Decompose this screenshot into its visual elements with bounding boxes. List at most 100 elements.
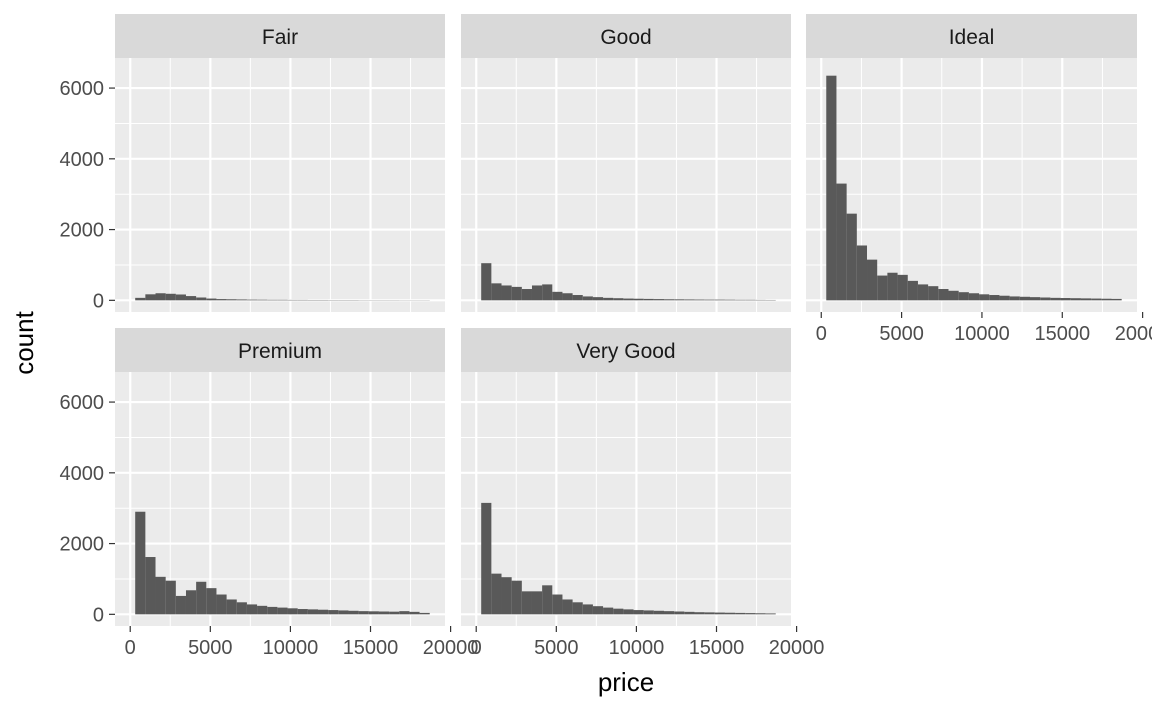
histogram-bar: [1040, 297, 1051, 301]
histogram-bar: [552, 291, 563, 301]
histogram-bar: [684, 299, 695, 301]
histogram-bar: [1080, 298, 1092, 301]
y-axis-title: count: [9, 310, 39, 374]
histogram-bar: [511, 286, 522, 301]
histogram-bar: [643, 610, 654, 615]
histogram-bar: [257, 605, 268, 615]
histogram-bar: [938, 289, 949, 301]
histogram-bar: [155, 293, 166, 301]
histogram-bar: [826, 75, 837, 301]
histogram-bar: [318, 609, 329, 615]
histogram-bar: [694, 299, 705, 301]
histogram-bar: [1111, 298, 1122, 301]
histogram-bar: [592, 606, 604, 615]
histogram-bar: [226, 299, 237, 301]
histogram-bar: [592, 297, 604, 301]
histogram-bar: [714, 612, 725, 615]
histogram-bar: [389, 611, 400, 615]
histogram-bar: [745, 299, 756, 301]
histogram-bar: [216, 299, 227, 301]
histogram-bar: [928, 286, 939, 301]
histogram-bar: [582, 296, 593, 301]
histogram-bar: [958, 292, 969, 301]
histogram-bar: [623, 298, 634, 301]
histogram-bar: [491, 573, 502, 615]
y-tick-label: 6000: [60, 78, 105, 100]
histogram-bar: [979, 294, 990, 301]
x-tick-label: 15000: [689, 637, 745, 659]
histogram-bar: [664, 299, 675, 301]
histogram-bar: [877, 275, 888, 301]
histogram-bar: [633, 298, 644, 301]
histogram-bar: [552, 594, 563, 615]
histogram-bar: [1101, 298, 1112, 301]
histogram-bar: [328, 610, 339, 615]
histogram-bar: [175, 595, 186, 615]
histogram-bar: [358, 611, 369, 615]
histogram-bar: [643, 298, 654, 301]
histogram-bar: [287, 608, 298, 615]
histogram-bar: [145, 294, 156, 301]
histogram-bar: [867, 259, 878, 301]
facet-strip-label: Fair: [262, 26, 298, 49]
panel-background: [461, 58, 791, 312]
histogram-bar: [196, 581, 207, 615]
histogram-bar: [948, 290, 959, 301]
histogram-bar: [338, 610, 349, 615]
x-tick-label: 20000: [423, 637, 479, 659]
histogram-bar: [135, 297, 146, 301]
histogram-bar: [246, 299, 258, 301]
histogram-bar: [277, 607, 288, 615]
y-tick-label: 2000: [60, 534, 105, 556]
histogram-bar: [257, 299, 268, 301]
y-tick-label: 0: [93, 290, 104, 312]
histogram-bar: [1060, 298, 1071, 301]
histogram-bar: [562, 293, 573, 301]
histogram-bar: [409, 611, 420, 615]
histogram-bar: [277, 299, 288, 301]
facet-strip: [461, 328, 791, 372]
histogram-bar: [735, 612, 746, 615]
histogram-bar: [1070, 298, 1081, 301]
facet-strip: [461, 14, 791, 58]
histogram-bar: [165, 293, 176, 301]
facet-panel: Premium 0 2000 4000 6000 0 5000 10000 15000 20000: [60, 328, 479, 659]
facet-strip-label: Very Good: [576, 340, 675, 363]
histogram-bar: [582, 604, 593, 615]
histogram-bar: [307, 609, 319, 615]
histogram-bar: [917, 284, 929, 301]
histogram-bar: [145, 557, 156, 615]
histogram-bar: [907, 280, 918, 301]
histogram-bar: [481, 263, 492, 301]
histogram-bar: [755, 613, 766, 615]
histogram-bar: [765, 613, 776, 615]
facet-panel: Good: [461, 14, 798, 312]
histogram-bar: [501, 285, 512, 301]
x-tick-label: 5000: [188, 637, 233, 659]
histogram-bar: [572, 295, 583, 301]
histogram-bar: [968, 293, 980, 301]
histogram-bar: [246, 604, 258, 615]
histogram-bar: [897, 274, 908, 301]
histogram-bar: [1030, 297, 1041, 301]
histogram-bar: [226, 599, 237, 615]
histogram-bar: [531, 285, 543, 301]
histogram-bar: [348, 610, 359, 615]
x-tick-label: 0: [471, 637, 482, 659]
histogram-bar: [724, 612, 736, 615]
facet-strip: [115, 14, 445, 58]
histogram-bar: [653, 610, 665, 615]
y-tick-label: 0: [93, 604, 104, 626]
x-tick-label: 0: [125, 637, 136, 659]
histogram-bar: [135, 511, 146, 615]
histogram-bar: [1009, 296, 1020, 301]
x-tick-label: 15000: [1034, 323, 1090, 345]
x-tick-label: 5000: [534, 637, 579, 659]
histogram-bar: [684, 611, 695, 615]
histogram-bar: [704, 612, 715, 615]
panel-background: [115, 58, 445, 312]
y-tick-label: 2000: [60, 220, 105, 242]
facet-strip-label: Ideal: [949, 26, 995, 49]
histogram-bar: [491, 283, 502, 301]
